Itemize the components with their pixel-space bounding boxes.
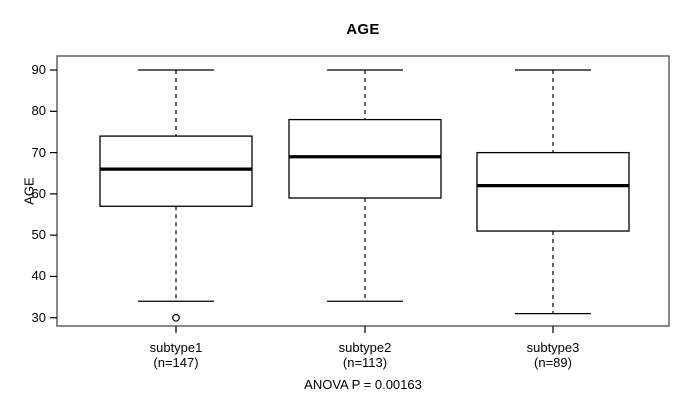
group-n-label: (n=89) xyxy=(534,355,572,370)
x-label-subtype1: subtype1 (n=147) xyxy=(96,340,256,370)
group-label: subtype2 xyxy=(338,340,392,355)
x-label-subtype3: subtype3 (n=89) xyxy=(473,340,633,370)
group-n-label: (n=113) xyxy=(342,355,388,370)
plot-frame xyxy=(56,55,670,327)
y-tick-label-90: 90 xyxy=(31,62,46,77)
y-tick-label-30: 30 xyxy=(31,310,46,325)
group-label: subtype1 xyxy=(149,340,203,355)
group-n-label: (n=147) xyxy=(153,355,199,370)
box-iqr-subtype3 xyxy=(476,151,630,232)
box-iqr-subtype2 xyxy=(288,118,442,199)
y-tick-label-70: 70 xyxy=(31,145,46,160)
anova-annotation: ANOVA P = 0.00163 xyxy=(304,377,422,392)
y-tick-label-40: 40 xyxy=(31,268,46,283)
y-tick-label-60: 60 xyxy=(31,186,46,201)
x-label-subtype2: subtype2 (n=113) xyxy=(285,340,445,370)
group-label: subtype3 xyxy=(526,340,580,355)
outlier-point xyxy=(172,313,180,322)
box-iqr-subtype1 xyxy=(99,135,253,207)
y-tick-label-80: 80 xyxy=(31,103,46,118)
y-tick-label-50: 50 xyxy=(31,227,46,242)
chart-title: AGE xyxy=(346,21,380,38)
